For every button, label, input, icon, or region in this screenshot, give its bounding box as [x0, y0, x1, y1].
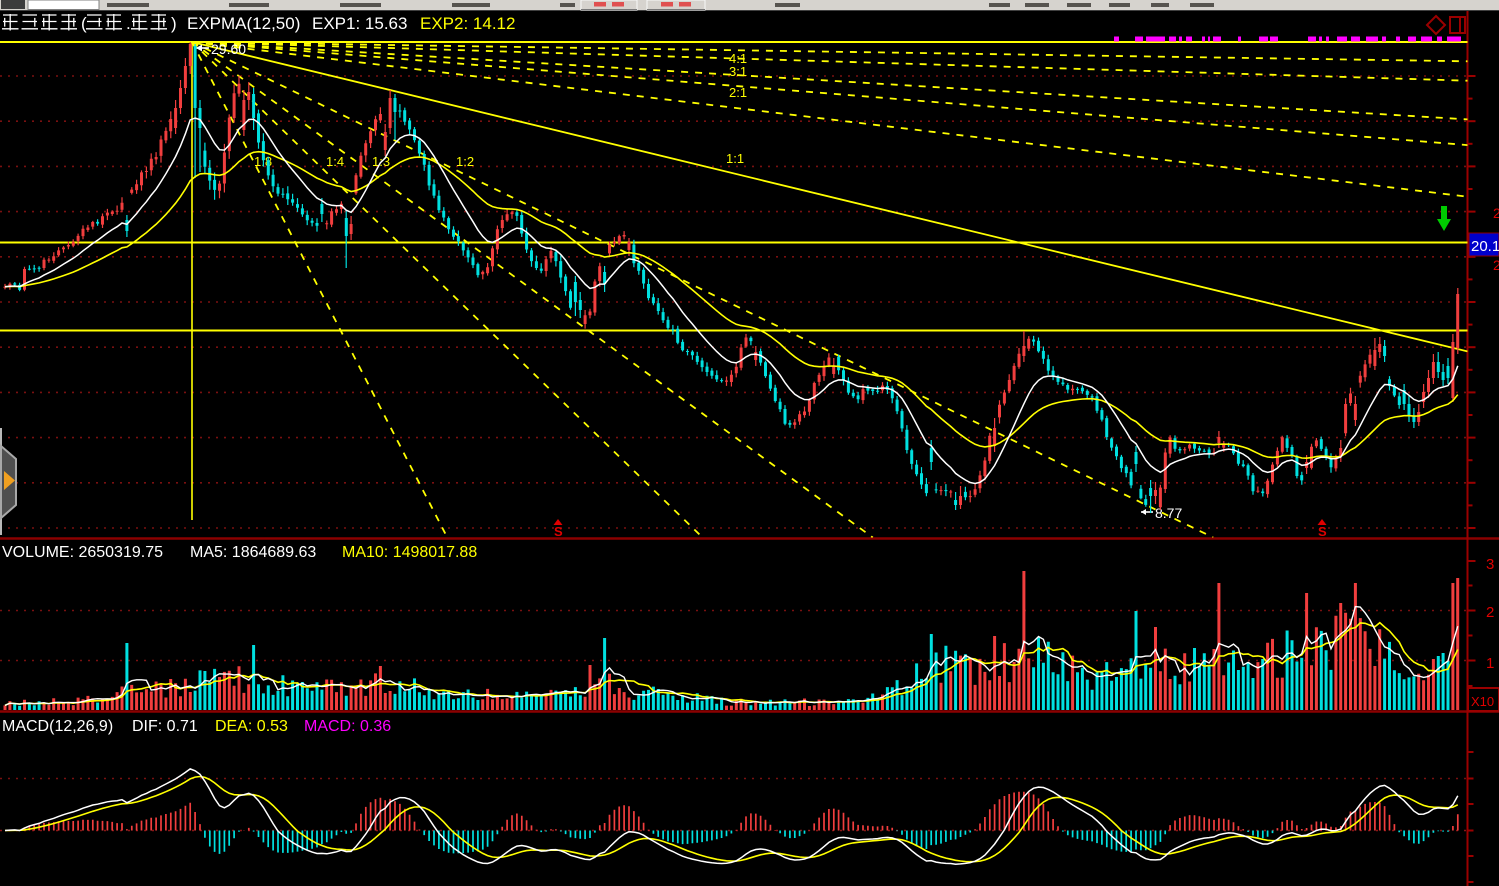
svg-text:EXP2: 14.12: EXP2: 14.12 [420, 14, 515, 33]
svg-text:2:1: 2:1 [729, 85, 747, 100]
svg-text:1:1: 1:1 [726, 151, 744, 166]
svg-text:1:4: 1:4 [326, 154, 344, 169]
svg-text:1: 1 [1486, 655, 1494, 672]
svg-text:29.60: 29.60 [211, 41, 246, 57]
svg-text:1:2: 1:2 [456, 154, 474, 169]
svg-text:MACD: 0.36: MACD: 0.36 [304, 718, 391, 735]
svg-text:8.77: 8.77 [1155, 505, 1182, 521]
svg-text:S: S [554, 524, 563, 539]
svg-text:VOLUME: 2650319.75: VOLUME: 2650319.75 [2, 544, 163, 561]
svg-text:DEA: 0.53: DEA: 0.53 [215, 718, 288, 735]
svg-text:DIF: 0.71: DIF: 0.71 [132, 718, 198, 735]
svg-text:.: . [126, 14, 131, 33]
svg-text:MA10: 1498017.88: MA10: 1498017.88 [342, 544, 477, 561]
svg-text:3: 3 [1486, 556, 1494, 573]
svg-text:): ) [171, 14, 177, 33]
svg-text:EXPMA(12,50): EXPMA(12,50) [187, 14, 300, 33]
svg-text:EXP1: 15.63: EXP1: 15.63 [312, 14, 407, 33]
svg-text:20.1: 20.1 [1471, 238, 1499, 255]
svg-text:MA5: 1864689.63: MA5: 1864689.63 [190, 544, 316, 561]
svg-text:MACD(12,26,9): MACD(12,26,9) [2, 718, 113, 735]
svg-text:(: ( [81, 14, 87, 33]
svg-text:3:1: 3:1 [729, 64, 747, 79]
svg-text:4:1: 4:1 [729, 51, 747, 66]
svg-text:2: 2 [1493, 205, 1499, 221]
svg-text:2: 2 [1493, 257, 1499, 273]
svg-text:2: 2 [1486, 604, 1494, 621]
svg-text:X10: X10 [1471, 694, 1494, 709]
svg-text:S: S [1318, 524, 1327, 539]
